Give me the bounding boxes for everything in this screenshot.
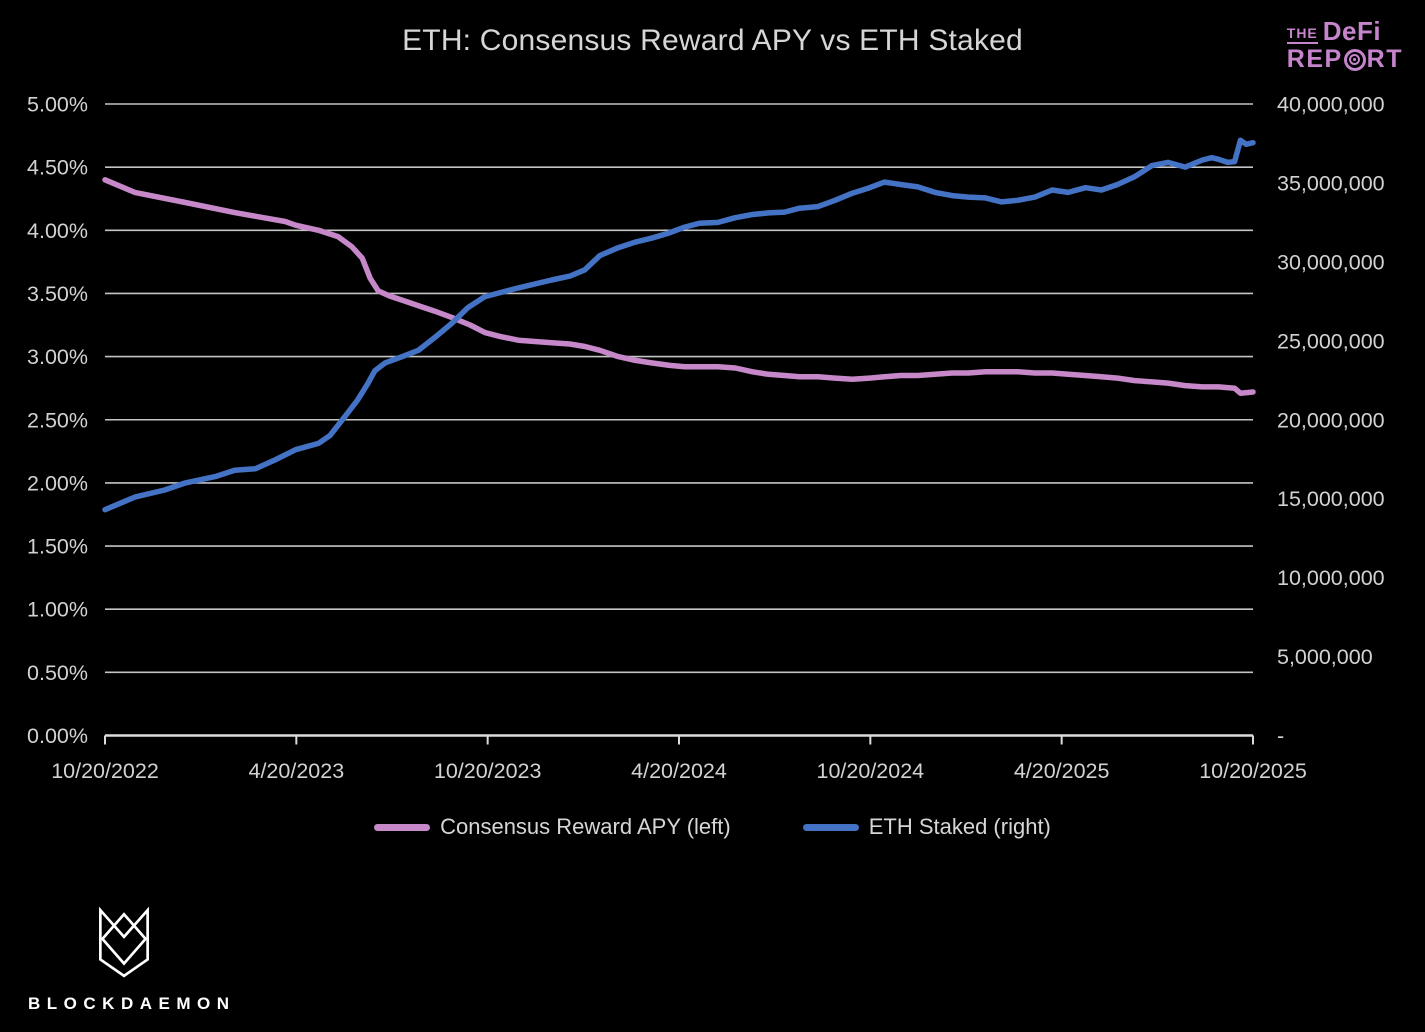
x-axis-tick-label: 4/20/2023 <box>249 759 345 783</box>
y-axis-tick-label-right: 10,000,000 <box>1277 566 1385 590</box>
legend-item-eth-staked: ETH Staked (right) <box>802 814 1051 840</box>
defi-report-logo: THE DeFi REP RT <box>1286 16 1403 72</box>
x-axis-tick-label: 10/20/2024 <box>817 759 925 783</box>
apy-line-series <box>102 177 1256 396</box>
defi-report-defi-label: DeFi <box>1322 16 1382 46</box>
x-axis-tick-label: 4/20/2024 <box>631 759 727 783</box>
target-icon <box>1343 48 1366 71</box>
legend-item-apy: Consensus Reward APY (left) <box>374 814 731 840</box>
eth-staked-legend-label: ETH Staked (right) <box>868 814 1051 839</box>
y-axis-tick-label-left: 1.50% <box>27 535 88 559</box>
y-axis-tick-label-right: 15,000,000 <box>1277 487 1385 511</box>
defi-report-the-label: THE <box>1286 26 1318 44</box>
y-axis-tick-label-left: 4.00% <box>27 219 88 243</box>
defi-report-rt-label: RT <box>1366 45 1403 73</box>
x-axis-tick-label: 10/20/2023 <box>434 759 542 783</box>
apy-legend-label: Consensus Reward APY (left) <box>440 814 731 839</box>
blockdaemon-shield-icon <box>99 906 149 978</box>
y-axis-tick-label-left: 3.00% <box>27 345 88 369</box>
y-axis-tick-label-left: 0.00% <box>27 724 88 748</box>
y-axis-tick-label-right: 40,000,000 <box>1277 93 1385 117</box>
y-axis-tick-label-left: 2.00% <box>27 471 88 495</box>
eth-staked-line-swatch <box>802 823 859 831</box>
y-axis-tick-label-right: 35,000,000 <box>1277 171 1385 195</box>
y-axis-tick-label-right: 20,000,000 <box>1277 408 1385 432</box>
blockdaemon-wordmark: BLOCKDAEMON <box>28 994 236 1013</box>
eth-staked-line-series <box>102 137 1256 513</box>
apy-line-swatch <box>374 823 431 831</box>
y-axis-tick-label-left: 2.50% <box>27 408 88 432</box>
y-axis-tick-label-left: 0.50% <box>27 661 88 685</box>
y-axis-tick-label-left: 3.50% <box>27 282 88 306</box>
x-axis-tick-label: 4/20/2025 <box>1014 759 1110 783</box>
y-axis-tick-label-right: 5,000,000 <box>1277 645 1373 669</box>
chart-legend: Consensus Reward APY (left) ETH Staked (… <box>0 814 1425 840</box>
y-axis-tick-label-left: 4.50% <box>27 156 88 180</box>
blockdaemon-logo: BLOCKDAEMON <box>28 906 236 1014</box>
defi-report-logo-line2: REP RT <box>1287 47 1403 72</box>
x-axis-tick-label: 10/20/2025 <box>1199 759 1307 783</box>
y-axis-tick-label-right: - <box>1277 724 1284 748</box>
defi-report-logo-line1: THE DeFi <box>1286 16 1403 46</box>
y-axis-tick-label-right: 25,000,000 <box>1277 329 1385 353</box>
chart-title: ETH: Consensus Reward APY vs ETH Staked <box>402 24 1023 57</box>
y-axis-tick-label-right: 30,000,000 <box>1277 250 1385 274</box>
y-axis-tick-label-left: 5.00% <box>27 93 88 117</box>
y-axis-tick-label-left: 1.00% <box>27 598 88 622</box>
defi-report-rep-label: REP <box>1286 45 1343 73</box>
x-axis-tick-label: 10/20/2022 <box>51 759 159 783</box>
